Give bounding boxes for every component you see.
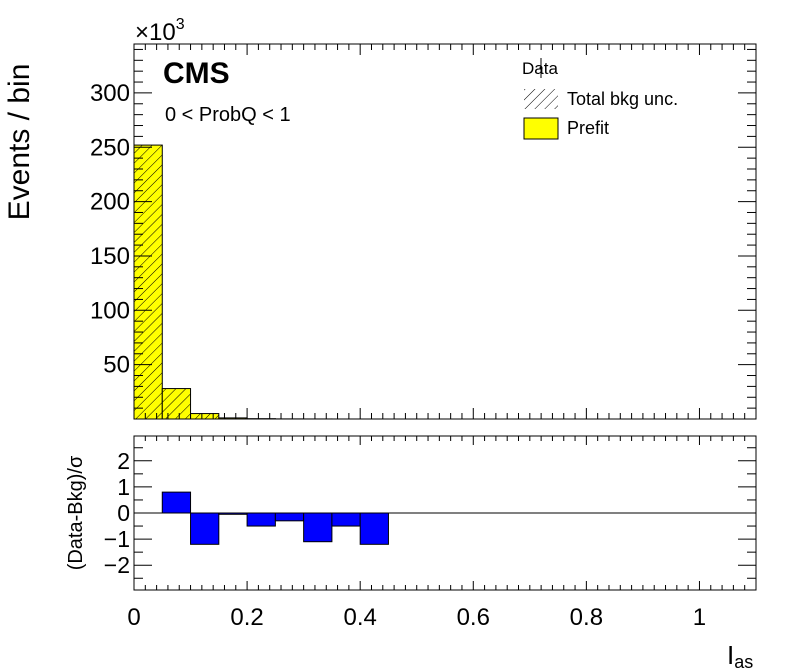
- top-panel: 50 100 150 200 250 300 ×103 CMS 0 < ProbQ < 1…: [3, 16, 757, 420]
- ratio-y-tick-labels: 210−1−2: [104, 448, 130, 578]
- y-tick-label: 100: [90, 297, 130, 324]
- x-axis-label: Ias: [727, 640, 753, 672]
- x-tick-label: 0: [127, 604, 140, 631]
- ratio-y-tick-label: −1: [104, 526, 130, 552]
- top-y-tick-labels: 50 100 150 200 250 300: [90, 80, 130, 379]
- top-y-axis-label: Events / bin: [3, 64, 36, 221]
- pull-bar: [359, 512, 389, 545]
- y-tick-label: 250: [90, 134, 130, 161]
- legend-prefit-swatch: [523, 117, 559, 140]
- ratio-y-axis-label: (Data-Bkg)/σ: [65, 455, 87, 570]
- pull-bar: [331, 512, 361, 527]
- legend: Data Total bkg unc. Prefit: [522, 58, 678, 140]
- x-tick-label: 0.2: [230, 604, 263, 631]
- bkg-unc-band: [162, 388, 191, 419]
- selection-label: 0 < ProbQ < 1: [165, 104, 291, 126]
- legend-data-marker: [539, 58, 543, 78]
- x-tick-label: 0.8: [570, 604, 603, 631]
- top-panel-ticks: [133, 44, 757, 419]
- ratio-panel-ticks: [133, 436, 757, 590]
- pull-bar: [274, 512, 305, 522]
- pull-histogram: [161, 491, 389, 545]
- x-tick-labels: 0 0.2 0.4 0.6 0.8 1: [127, 604, 706, 631]
- legend-entry-data: Data: [522, 59, 558, 78]
- bkg-unc-band: [134, 145, 163, 419]
- ratio-y-tick-label: 1: [117, 474, 130, 500]
- x-tick-label: 1: [693, 604, 706, 631]
- ratio-y-tick-label: −2: [104, 552, 130, 578]
- top-panel-frame: [133, 43, 757, 420]
- y-tick-label: 200: [90, 189, 130, 216]
- prefit-histogram: [133, 144, 389, 420]
- ratio-panel: 210−1−2 (Data-Bkg)/σ: [65, 435, 757, 591]
- legend-entry-prefit: Prefit: [567, 118, 609, 138]
- cms-label: CMS: [163, 57, 230, 90]
- pull-bar: [246, 512, 276, 527]
- y-tick-label: 300: [90, 80, 130, 107]
- exponent-label: ×103: [135, 16, 185, 46]
- pull-bar: [161, 491, 192, 514]
- ratio-y-tick-label: 0: [117, 500, 130, 526]
- y-tick-label: 50: [103, 352, 130, 379]
- bkg-unc-band: [218, 417, 248, 419]
- pull-bar: [190, 512, 220, 545]
- x-tick-label: 0.6: [457, 604, 490, 631]
- legend-bkg-unc-swatch: [524, 89, 558, 109]
- legend-entry-bkg-unc: Total bkg unc.: [567, 89, 678, 109]
- ratio-y-tick-label: 2: [117, 448, 130, 474]
- pull-bar: [303, 512, 333, 543]
- y-tick-label: 150: [90, 243, 130, 270]
- bkg-unc-band: [190, 413, 219, 419]
- x-tick-label: 0.4: [343, 604, 376, 631]
